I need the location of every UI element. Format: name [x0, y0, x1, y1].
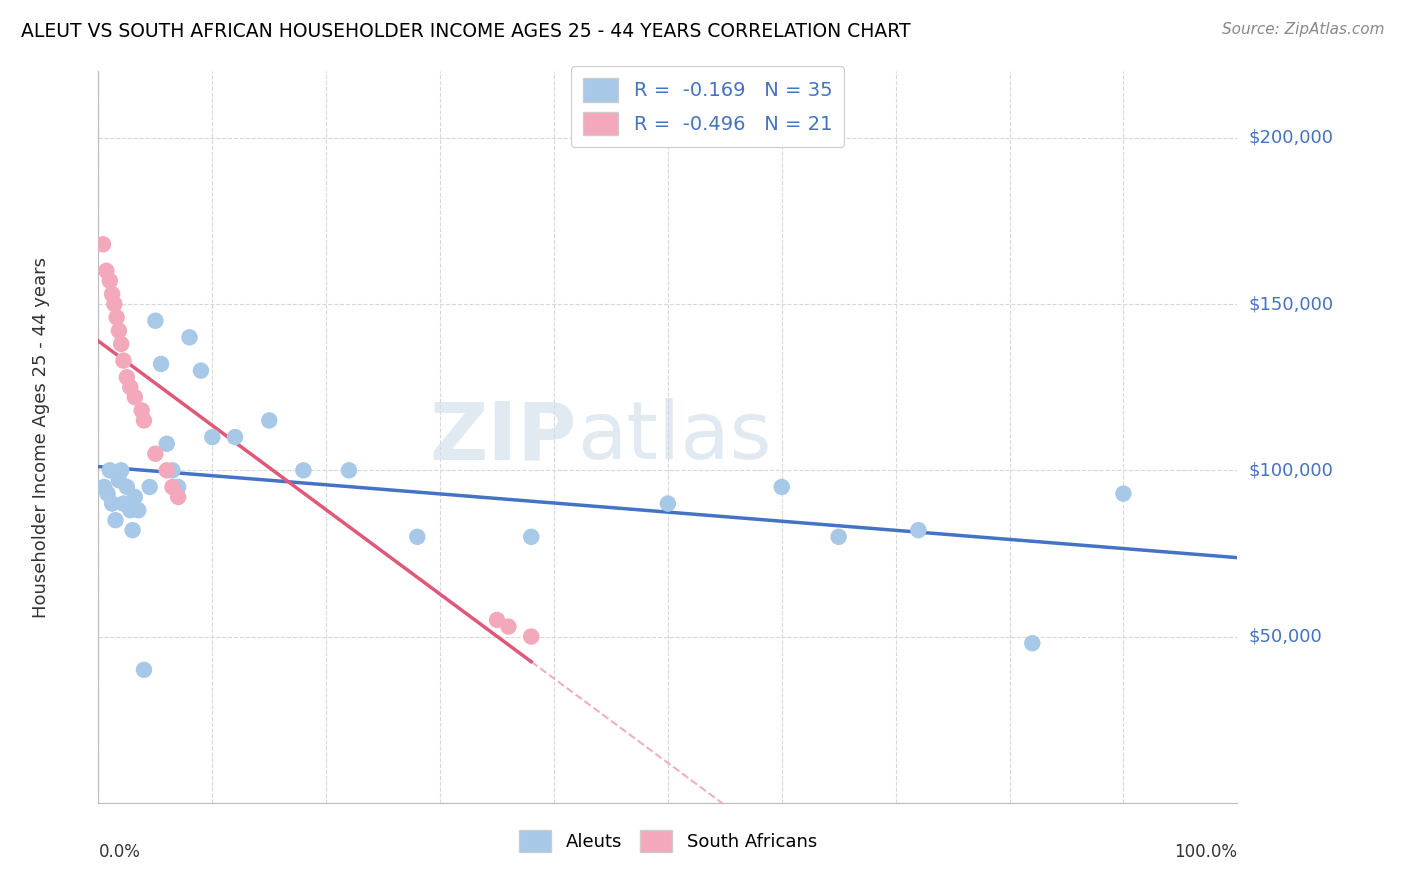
Point	[131, 403, 153, 417]
Point	[91, 237, 114, 252]
Point	[156, 463, 179, 477]
Point	[167, 490, 190, 504]
Text: ALEUT VS SOUTH AFRICAN HOUSEHOLDER INCOME AGES 25 - 44 YEARS CORRELATION CHART: ALEUT VS SOUTH AFRICAN HOUSEHOLDER INCOM…	[21, 22, 911, 41]
Text: ZIP: ZIP	[429, 398, 576, 476]
Point	[98, 463, 121, 477]
Point	[657, 497, 679, 511]
Legend: Aleuts, South Africans: Aleuts, South Africans	[512, 823, 824, 860]
Point	[105, 310, 128, 325]
Point	[406, 530, 429, 544]
Point	[190, 363, 212, 377]
Point	[224, 430, 246, 444]
Text: $200,000: $200,000	[1249, 128, 1333, 147]
Text: $100,000: $100,000	[1249, 461, 1333, 479]
Point	[121, 523, 143, 537]
Point	[96, 486, 118, 500]
Point	[108, 473, 131, 487]
Point	[98, 274, 121, 288]
Point	[1021, 636, 1043, 650]
Point	[101, 287, 124, 301]
Point	[108, 324, 131, 338]
Point	[110, 337, 132, 351]
Text: atlas: atlas	[576, 398, 770, 476]
Point	[150, 357, 173, 371]
Point	[101, 497, 124, 511]
Point	[93, 480, 115, 494]
Point	[138, 480, 160, 494]
Point	[520, 630, 543, 644]
Point	[167, 480, 190, 494]
Point	[162, 480, 184, 494]
Point	[1112, 486, 1135, 500]
Point	[115, 480, 138, 494]
Text: Source: ZipAtlas.com: Source: ZipAtlas.com	[1222, 22, 1385, 37]
Point	[179, 330, 201, 344]
Point	[124, 490, 146, 504]
Point	[120, 380, 142, 394]
Text: 100.0%: 100.0%	[1174, 843, 1237, 861]
Point	[145, 447, 167, 461]
Point	[120, 503, 142, 517]
Point	[259, 413, 281, 427]
Point	[498, 619, 520, 633]
Point	[520, 530, 543, 544]
Point	[770, 480, 793, 494]
Point	[115, 370, 138, 384]
Point	[145, 314, 167, 328]
Point	[486, 613, 509, 627]
Point	[103, 297, 125, 311]
Point	[96, 264, 118, 278]
Point	[110, 463, 132, 477]
Point	[907, 523, 929, 537]
Point	[127, 503, 149, 517]
Point	[132, 413, 155, 427]
Point	[112, 353, 135, 368]
Text: Householder Income Ages 25 - 44 years: Householder Income Ages 25 - 44 years	[32, 257, 51, 617]
Point	[201, 430, 224, 444]
Text: $150,000: $150,000	[1249, 295, 1333, 313]
Point	[156, 436, 179, 450]
Point	[124, 390, 146, 404]
Point	[337, 463, 360, 477]
Point	[828, 530, 851, 544]
Point	[104, 513, 127, 527]
Text: 0.0%: 0.0%	[98, 843, 141, 861]
Point	[132, 663, 155, 677]
Point	[162, 463, 184, 477]
Text: $50,000: $50,000	[1249, 628, 1322, 646]
Point	[292, 463, 315, 477]
Point	[112, 497, 135, 511]
